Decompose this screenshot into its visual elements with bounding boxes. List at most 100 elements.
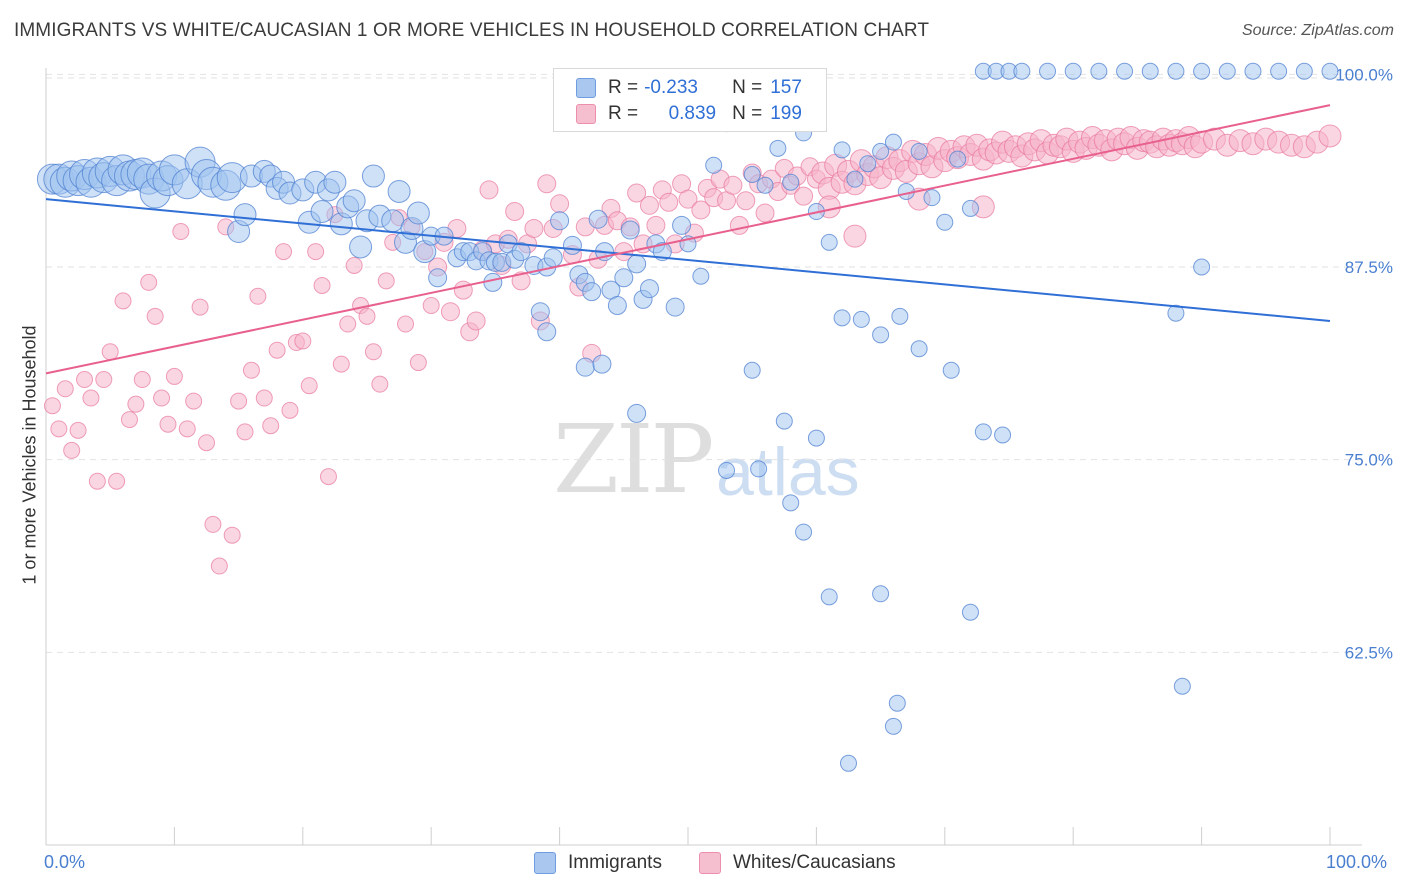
whites-point	[185, 392, 203, 410]
immigrants-point	[428, 268, 448, 288]
whites-point	[120, 411, 138, 429]
whites-point	[659, 192, 679, 212]
whites-point	[56, 380, 74, 398]
whites-point	[140, 273, 158, 291]
immigrants-point	[936, 213, 954, 231]
immigrants-point	[387, 179, 411, 203]
immigrants-point	[1013, 62, 1031, 80]
whites-point	[294, 332, 312, 350]
immigrants-point	[961, 199, 979, 217]
immigrants-point	[833, 141, 851, 159]
whites-point	[440, 302, 460, 322]
immigrants-point	[1295, 62, 1313, 80]
whites-point	[723, 175, 743, 195]
whites-point	[364, 343, 382, 361]
legend-label-whites: Whites/Caucasians	[733, 852, 896, 873]
immigrants-point	[782, 173, 800, 191]
axes	[45, 68, 1362, 846]
source-credit[interactable]: Source: ZipAtlas.com	[1241, 22, 1394, 39]
immigrants-point	[607, 296, 627, 316]
whites-point	[198, 434, 215, 452]
whites-point	[172, 223, 190, 241]
legend-n-label: N =	[732, 103, 763, 124]
immigrants-point	[769, 139, 787, 157]
immigrants-point	[1167, 304, 1185, 322]
chart-title: IMMIGRANTS VS WHITE/CAUCASIAN 1 OR MORE …	[14, 20, 930, 41]
whites-point	[691, 200, 711, 220]
immigrants-point	[923, 189, 941, 207]
immigrants-point	[543, 248, 563, 268]
immigrants-point	[1244, 62, 1262, 80]
immigrants-point	[1039, 62, 1057, 80]
legend-item-whites[interactable]: Whites/Caucasians	[699, 852, 896, 874]
legend-row-immigrants: R = -0.233 N = 157	[576, 76, 802, 100]
whites-point	[550, 194, 570, 214]
whites-point	[191, 298, 209, 316]
immigrants-point	[342, 189, 366, 213]
whites-point	[95, 371, 113, 389]
immigrants-point	[872, 326, 890, 344]
whites-point	[371, 375, 389, 393]
immigrants-point	[1218, 62, 1236, 80]
whites-point	[127, 395, 145, 413]
whites-point	[524, 218, 544, 238]
immigrants-point	[1167, 62, 1185, 80]
immigrants-swatch	[534, 852, 556, 874]
whites-point	[843, 224, 867, 248]
immigrants-point	[718, 461, 736, 479]
whites-trend-line	[45, 104, 1331, 375]
immigrants-point	[705, 156, 723, 174]
whites-point	[409, 354, 427, 372]
immigrants-point	[537, 322, 557, 342]
whites-point	[422, 297, 440, 315]
whites-point	[300, 377, 318, 395]
immigrants-point	[756, 176, 774, 194]
immigrants-point	[639, 279, 659, 299]
immigrants-point	[1064, 62, 1082, 80]
immigrants-point	[961, 603, 979, 621]
whites-point	[249, 287, 267, 305]
whites-point	[82, 389, 100, 407]
immigrants-point	[974, 423, 992, 441]
whites-point	[63, 441, 81, 459]
immigrants-point	[652, 242, 672, 262]
whites-point	[307, 243, 325, 261]
legend-r-label: R =	[608, 103, 639, 124]
whites-point	[505, 202, 525, 222]
immigrants-r-value: -0.233	[644, 77, 698, 98]
whites-point	[88, 472, 106, 490]
legend-label-immigrants: Immigrants	[568, 852, 662, 873]
whites-swatch	[576, 104, 596, 124]
immigrants-swatch	[576, 78, 596, 98]
whites-point	[275, 243, 293, 261]
whites-point	[736, 191, 756, 211]
whites-point	[339, 315, 357, 333]
whites-point	[678, 189, 698, 209]
legend-item-immigrants[interactable]: Immigrants	[534, 852, 662, 874]
whites-point	[43, 397, 61, 415]
stats-legend: R = -0.233 N = 157 R = 0.839 N = 199	[553, 68, 827, 132]
immigrants-point	[1141, 62, 1159, 80]
immigrants-point	[994, 426, 1012, 444]
whites-point	[223, 526, 241, 544]
immigrants-point	[310, 200, 334, 224]
whites-point	[76, 371, 94, 389]
whites-point	[236, 423, 254, 441]
legend-n-label: N =	[732, 77, 763, 98]
immigrants-point	[891, 307, 909, 325]
whites-point	[537, 174, 557, 194]
immigrants-point	[349, 235, 373, 259]
whites-point	[114, 292, 132, 310]
legend-r-label: R =	[608, 77, 639, 98]
whites-point	[453, 280, 473, 300]
y-tick-label: 87.5%	[1345, 258, 1393, 277]
immigrants-point	[859, 155, 877, 173]
immigrants-point	[840, 754, 857, 772]
whites-point	[50, 420, 68, 438]
whites-point	[313, 276, 331, 294]
immigrants-point	[910, 340, 928, 358]
immigrants-point	[582, 282, 602, 302]
immigrants-point	[562, 235, 582, 255]
whites-point	[755, 203, 775, 223]
trend-lines	[45, 104, 1331, 375]
